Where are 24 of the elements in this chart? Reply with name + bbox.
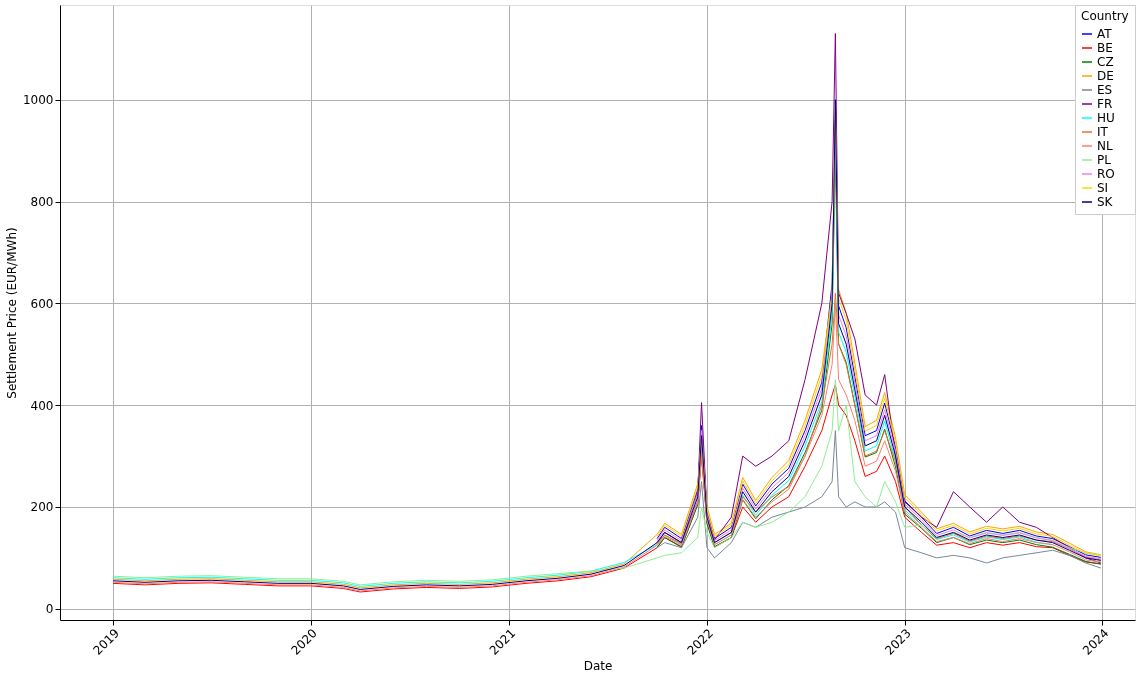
legend-label: SI (1097, 181, 1109, 195)
legend-label: FR (1097, 97, 1113, 111)
line-series (656, 430, 1102, 569)
y-tick-label: 1000 (22, 93, 54, 108)
legend-title: Country (1081, 9, 1129, 23)
legend-label: AT (1097, 27, 1113, 41)
legend-label: PL (1097, 153, 1112, 167)
legend-label: BE (1097, 41, 1113, 55)
y-axis-title: Settlement Price (EUR/MWh) (4, 227, 19, 399)
legend-label: NL (1097, 139, 1113, 153)
line-series (112, 302, 1102, 592)
legend-label: RO (1097, 167, 1115, 181)
y-tick-label: 400 (30, 398, 54, 413)
legend-label: IT (1097, 125, 1109, 139)
legend-label: DE (1097, 69, 1114, 83)
legend-label: CZ (1097, 55, 1114, 69)
y-tick-label: 200 (30, 500, 54, 515)
y-tick-label: 0 (45, 602, 54, 617)
x-axis-title: Date (583, 658, 613, 673)
y-tick-label: 600 (30, 296, 54, 311)
y-tick-label: 800 (30, 195, 54, 210)
legend-label: SK (1097, 195, 1114, 209)
legend-label: ES (1097, 83, 1113, 97)
legend-label: HU (1097, 111, 1115, 125)
